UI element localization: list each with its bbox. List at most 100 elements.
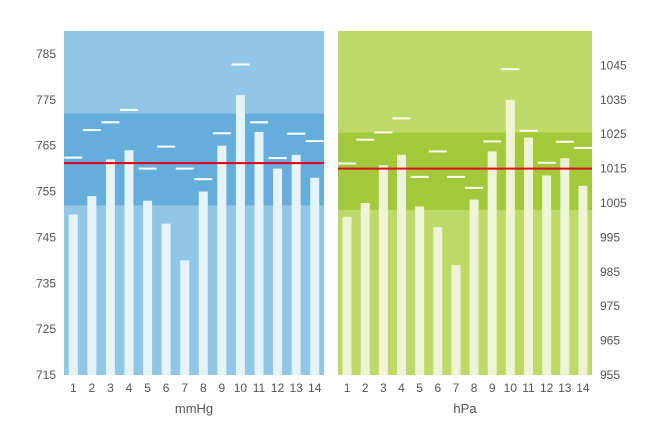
- x-tick-label: 6: [163, 381, 170, 395]
- bar-9: [487, 151, 497, 375]
- marker-6: [157, 145, 176, 148]
- marker-10: [231, 63, 250, 66]
- x-tick-label: 3: [107, 381, 114, 395]
- bar-11: [524, 137, 533, 375]
- bar-7: [180, 260, 190, 375]
- y-tick-label: 965: [600, 334, 620, 348]
- bar-3: [378, 165, 388, 375]
- x-tick-label: 5: [416, 381, 423, 395]
- mmhg-axis-label: mmHg: [175, 401, 213, 416]
- bar-14: [578, 185, 588, 375]
- x-tick-label: 14: [576, 381, 590, 395]
- marker-9: [483, 140, 502, 143]
- normal-range-band: [338, 132, 592, 210]
- marker-12: [268, 157, 287, 160]
- y-tick-label: 1025: [600, 127, 627, 141]
- marker-3: [374, 131, 393, 134]
- bar-7: [451, 264, 461, 375]
- marker-8: [194, 178, 213, 181]
- bar-4: [397, 154, 406, 375]
- normal-range-band: [64, 113, 324, 206]
- marker-13: [287, 132, 306, 135]
- marker-8: [465, 186, 484, 189]
- y-tick-label: 785: [36, 47, 56, 61]
- marker-2: [82, 129, 101, 132]
- x-tick-label: 13: [558, 381, 572, 395]
- x-tick-label: 11: [522, 381, 535, 395]
- x-tick-label: 6: [434, 381, 441, 395]
- y-tick-label: 725: [36, 322, 56, 336]
- x-tick-label: 1: [70, 381, 77, 395]
- marker-9: [212, 132, 231, 135]
- reference-line: [338, 167, 592, 170]
- x-tick-label: 7: [453, 381, 460, 395]
- bar-8: [198, 191, 208, 375]
- marker-5: [138, 167, 157, 170]
- marker-1: [338, 162, 357, 165]
- bar-13: [560, 158, 570, 375]
- y-tick-label: 1035: [600, 93, 627, 107]
- marker-7: [446, 175, 465, 178]
- x-tick-label: 10: [504, 381, 518, 395]
- bar-12: [542, 175, 552, 375]
- y-tick-label: 1045: [600, 58, 627, 72]
- x-tick-label: 12: [271, 381, 285, 395]
- y-tick-label: 1015: [600, 162, 627, 176]
- marker-4: [392, 117, 411, 120]
- x-tick-label: 4: [126, 381, 133, 395]
- y-tick-label: 1005: [600, 196, 627, 210]
- bar-13: [291, 154, 301, 375]
- bar-14: [310, 177, 320, 375]
- y-tick-label: 955: [600, 368, 620, 382]
- bar-2: [87, 196, 97, 375]
- x-tick-label: 12: [540, 381, 554, 395]
- bar-9: [217, 145, 227, 375]
- bar-5: [415, 206, 425, 375]
- x-tick-label: 7: [181, 381, 188, 395]
- bar-11: [254, 131, 264, 375]
- bar-6: [433, 227, 443, 375]
- x-tick-label: 2: [362, 381, 369, 395]
- y-tick-label: 975: [600, 299, 620, 313]
- reference-line: [64, 162, 324, 165]
- y-tick-label: 765: [36, 139, 56, 153]
- y-tick-label: 745: [36, 230, 56, 244]
- y-tick-label: 985: [600, 265, 620, 279]
- x-tick-label: 14: [308, 381, 322, 395]
- x-tick-label: 9: [219, 381, 226, 395]
- marker-14: [573, 146, 592, 149]
- marker-13: [555, 140, 574, 143]
- marker-4: [120, 108, 138, 111]
- marker-3: [101, 121, 120, 124]
- marker-7: [175, 167, 194, 170]
- marker-1: [64, 156, 83, 159]
- bar-6: [161, 223, 171, 375]
- marker-11: [250, 121, 268, 124]
- x-tick-label: 1: [344, 381, 351, 395]
- y-tick-label: 715: [36, 368, 56, 382]
- marker-10: [501, 68, 520, 71]
- bar-8: [469, 199, 479, 375]
- x-tick-label: 5: [144, 381, 151, 395]
- marker-14: [305, 140, 324, 143]
- marker-11: [519, 129, 538, 132]
- y-tick-label: 735: [36, 276, 56, 290]
- x-tick-label: 13: [289, 381, 303, 395]
- marker-5: [410, 175, 429, 178]
- x-tick-label: 4: [398, 381, 405, 395]
- y-tick-label: 755: [36, 185, 56, 199]
- bar-1: [342, 216, 352, 375]
- x-tick-label: 2: [89, 381, 96, 395]
- hpa-axis-label: hPa: [453, 401, 477, 416]
- bar-1: [68, 214, 78, 375]
- x-tick-label: 3: [380, 381, 387, 395]
- marker-2: [356, 138, 375, 141]
- bar-3: [105, 159, 115, 375]
- x-tick-label: 10: [234, 381, 248, 395]
- y-tick-label: 995: [600, 230, 620, 244]
- bar-10: [235, 95, 245, 376]
- bar-2: [360, 203, 370, 375]
